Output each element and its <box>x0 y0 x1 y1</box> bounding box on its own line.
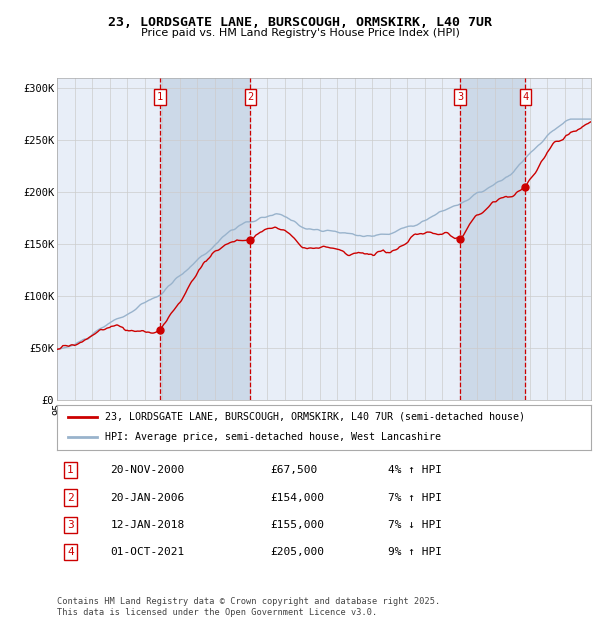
Text: 3: 3 <box>457 92 463 102</box>
Text: 1: 1 <box>157 92 163 102</box>
Text: 20-JAN-2006: 20-JAN-2006 <box>110 492 185 503</box>
Text: 01-OCT-2021: 01-OCT-2021 <box>110 547 185 557</box>
Text: 7% ↓ HPI: 7% ↓ HPI <box>388 520 442 529</box>
Text: 23, LORDSGATE LANE, BURSCOUGH, ORMSKIRK, L40 7UR (semi-detached house): 23, LORDSGATE LANE, BURSCOUGH, ORMSKIRK,… <box>105 412 525 422</box>
Text: 3: 3 <box>67 520 74 529</box>
Text: £154,000: £154,000 <box>271 492 325 503</box>
Bar <box>160 78 250 400</box>
Text: 23, LORDSGATE LANE, BURSCOUGH, ORMSKIRK, L40 7UR: 23, LORDSGATE LANE, BURSCOUGH, ORMSKIRK,… <box>108 16 492 29</box>
Text: 12-JAN-2018: 12-JAN-2018 <box>110 520 185 529</box>
Text: HPI: Average price, semi-detached house, West Lancashire: HPI: Average price, semi-detached house,… <box>105 432 441 443</box>
Text: £67,500: £67,500 <box>271 465 318 476</box>
Text: 4: 4 <box>522 92 529 102</box>
Text: 4% ↑ HPI: 4% ↑ HPI <box>388 465 442 476</box>
Text: £155,000: £155,000 <box>271 520 325 529</box>
Text: 9% ↑ HPI: 9% ↑ HPI <box>388 547 442 557</box>
Text: Contains HM Land Registry data © Crown copyright and database right 2025.
This d: Contains HM Land Registry data © Crown c… <box>57 598 440 617</box>
Text: £205,000: £205,000 <box>271 547 325 557</box>
Text: 20-NOV-2000: 20-NOV-2000 <box>110 465 185 476</box>
Text: 4: 4 <box>67 547 74 557</box>
Text: 1: 1 <box>67 465 74 476</box>
Text: 2: 2 <box>67 492 74 503</box>
Bar <box>460 78 526 400</box>
Text: 2: 2 <box>247 92 254 102</box>
Text: 7% ↑ HPI: 7% ↑ HPI <box>388 492 442 503</box>
Text: Price paid vs. HM Land Registry's House Price Index (HPI): Price paid vs. HM Land Registry's House … <box>140 28 460 38</box>
